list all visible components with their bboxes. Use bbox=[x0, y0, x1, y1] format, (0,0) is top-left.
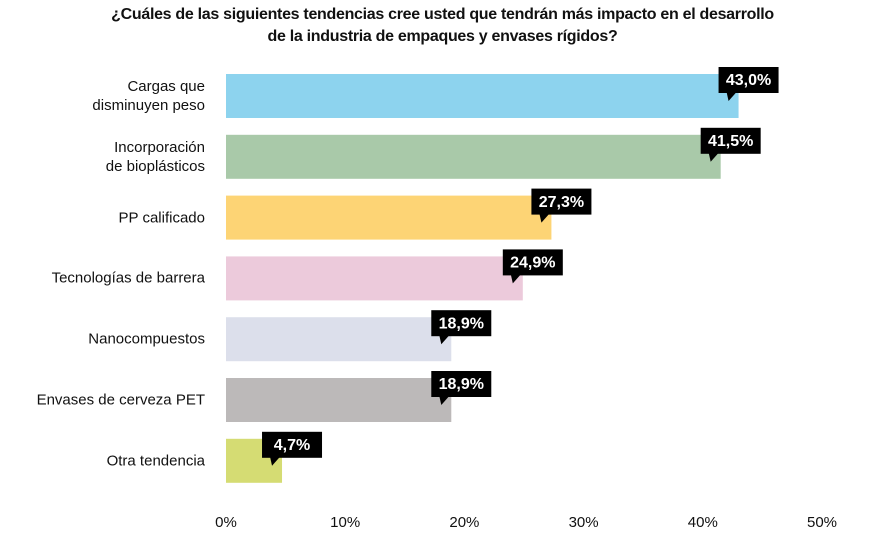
category-label: Nanocompuestos bbox=[88, 330, 205, 348]
value-label-pointer bbox=[439, 335, 450, 345]
value-label: 41,5% bbox=[708, 133, 753, 150]
category-label: Incorporación de bioplásticos bbox=[105, 138, 205, 175]
value-label-pointer bbox=[539, 213, 550, 223]
x-tick-label: 10% bbox=[330, 514, 360, 531]
x-tick-label: 30% bbox=[569, 514, 599, 531]
value-label-pointer bbox=[708, 152, 719, 162]
category-label: Envases de cerveza PET bbox=[36, 391, 205, 409]
bar bbox=[226, 195, 552, 240]
bar bbox=[226, 317, 452, 362]
category-label: Tecnologías de barrera bbox=[51, 269, 205, 287]
value-label: 4,7% bbox=[274, 437, 310, 454]
bar bbox=[226, 256, 523, 301]
x-tick-label: 0% bbox=[215, 514, 237, 531]
value-label-box bbox=[431, 371, 492, 397]
value-label: 18,9% bbox=[439, 315, 484, 332]
value-label-box bbox=[431, 310, 492, 337]
value-label-pointer bbox=[510, 274, 521, 284]
value-label-box bbox=[700, 127, 761, 154]
value-label: 43,0% bbox=[726, 72, 771, 89]
value-label: 24,9% bbox=[510, 255, 555, 272]
bar bbox=[226, 378, 452, 422]
value-label: 18,9% bbox=[439, 376, 484, 393]
bar bbox=[226, 134, 721, 179]
value-label-box bbox=[531, 188, 592, 215]
value-label-box bbox=[502, 249, 563, 276]
category-label: PP calificado bbox=[118, 209, 205, 227]
value-label-box bbox=[262, 431, 323, 458]
value-label: 27,3% bbox=[539, 194, 584, 211]
chart-title: ¿Cuáles de las siguientes tendencias cre… bbox=[111, 6, 774, 45]
x-tick-label: 40% bbox=[688, 514, 718, 531]
value-label-pointer bbox=[726, 92, 737, 101]
value-label-pointer bbox=[439, 396, 450, 405]
category-label: Cargas que disminuyen peso bbox=[92, 78, 205, 114]
value-label-box bbox=[718, 67, 779, 93]
x-tick-label: 50% bbox=[807, 514, 837, 531]
bar bbox=[226, 74, 739, 118]
x-tick-label: 20% bbox=[449, 514, 479, 531]
category-label: Otra tendencia bbox=[106, 452, 205, 470]
value-label-pointer bbox=[270, 456, 281, 466]
